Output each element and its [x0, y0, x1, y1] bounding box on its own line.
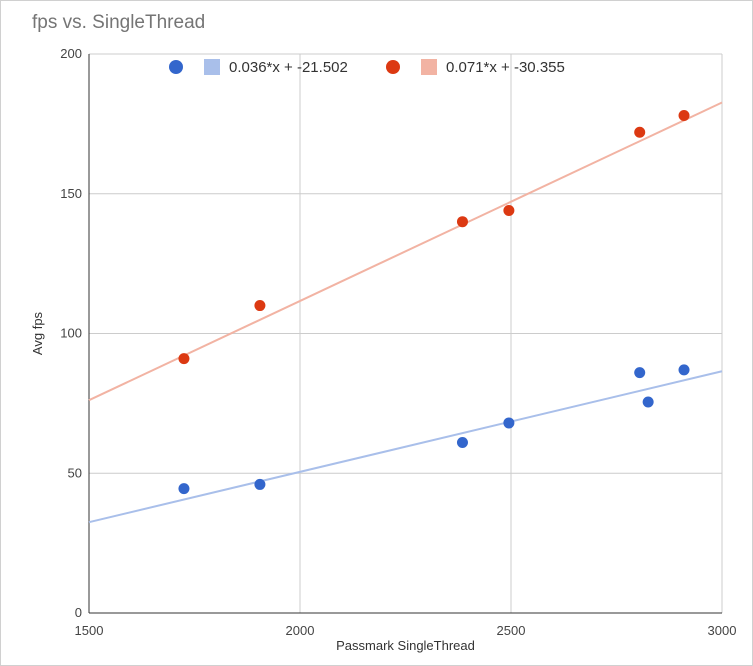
- data-point-series-2: [678, 109, 690, 121]
- data-point-series-1: [634, 367, 646, 379]
- y-tick-label: 50: [68, 465, 82, 480]
- data-point-series-2: [456, 216, 468, 228]
- legend-marker-series-2: [386, 60, 400, 74]
- x-tick-label: 2000: [286, 623, 315, 638]
- data-point-series-1: [254, 478, 266, 490]
- x-tick-label: 3000: [708, 623, 737, 638]
- trendline-2: [88, 101, 723, 402]
- data-point-series-2: [254, 300, 266, 312]
- data-point-series-1: [642, 396, 654, 408]
- x-tick-label: 2500: [497, 623, 526, 638]
- y-tick-label: 100: [60, 326, 82, 341]
- legend-trendline-swatch-2: [421, 59, 437, 75]
- legend-trendline-swatch-1: [204, 59, 220, 75]
- x-axis-title: Passmark SingleThread: [336, 638, 475, 653]
- chart-title: fps vs. SingleThread: [32, 12, 206, 33]
- y-axis-title: Avg fps: [30, 311, 45, 355]
- trendline-1: [88, 370, 723, 524]
- data-point-series-1: [178, 483, 190, 495]
- data-point-series-1: [456, 437, 468, 449]
- data-point-series-2: [503, 205, 515, 217]
- legend-marker-series-1: [169, 60, 183, 74]
- data-point-series-1: [503, 417, 515, 429]
- legend-label-trendline-2: 0.071*x + -30.355: [446, 59, 565, 76]
- legend-label-trendline-1: 0.036*x + -21.502: [229, 59, 348, 76]
- x-tick-label: 1500: [75, 623, 104, 638]
- y-tick-label: 200: [60, 46, 82, 61]
- data-point-series-2: [634, 126, 646, 138]
- data-point-series-2: [178, 353, 190, 365]
- y-tick-label: 150: [60, 186, 82, 201]
- y-tick-label: 0: [75, 605, 82, 620]
- data-point-series-1: [678, 364, 690, 376]
